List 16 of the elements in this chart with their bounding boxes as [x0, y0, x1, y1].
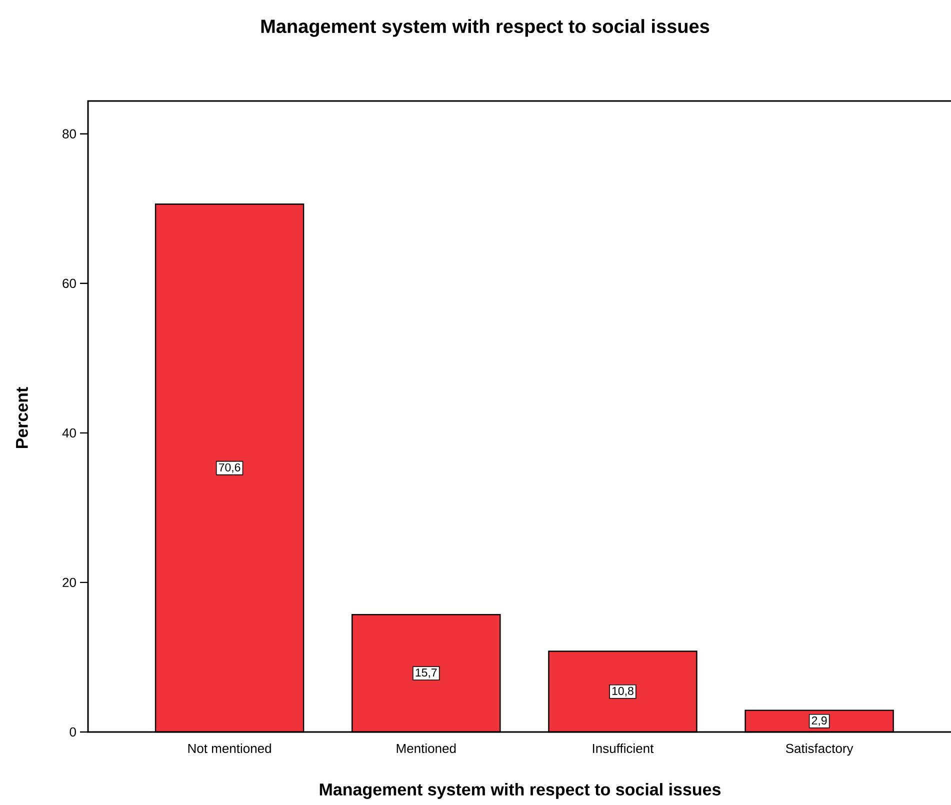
x-tick-label: Mentioned — [396, 744, 456, 754]
x-tick-label: Insufficient — [592, 744, 654, 754]
x-axis-title: Management system with respect to social issues — [320, 783, 721, 799]
data-label: 10,8 — [612, 686, 634, 696]
y-tick-label: 40 — [62, 428, 76, 438]
y-tick-label: 60 — [62, 278, 76, 288]
chart-title: Management system with respect to social issues — [261, 19, 710, 37]
y-tick-label: 80 — [62, 129, 76, 138]
data-label: 2,9 — [812, 716, 827, 726]
data-label: 15,7 — [416, 668, 437, 678]
y-tick-label: 0 — [70, 727, 76, 737]
data-label: 70,6 — [218, 463, 240, 473]
x-tick-label: Not mentioned — [188, 744, 271, 754]
x-tick-label: Satisfactory — [786, 744, 854, 756]
y-axis-title: Percent — [16, 387, 28, 448]
y-tick-label: 20 — [62, 578, 76, 588]
